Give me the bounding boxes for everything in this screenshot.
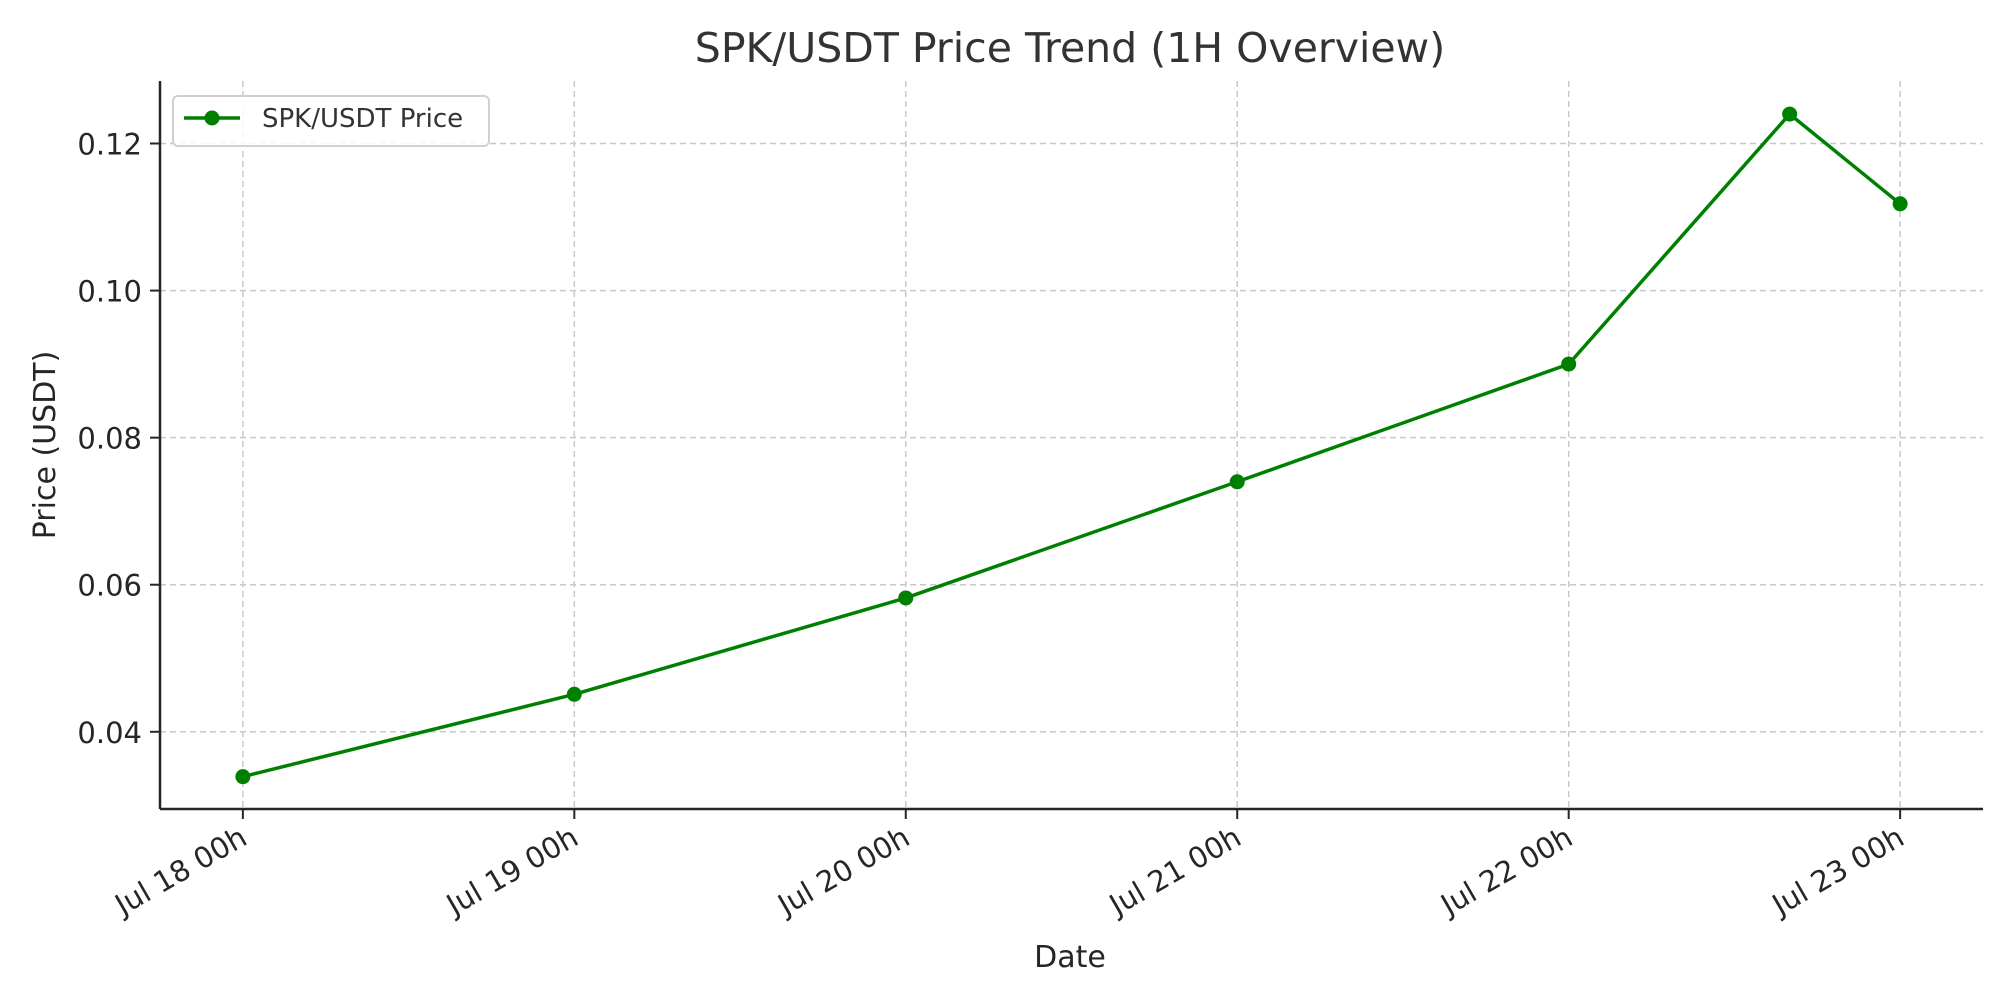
tick-labels: Jul 18 00h Jul 19 00h Jul 20 00h Jul 21 00h… [77,128,1909,923]
y-tick-label: 0.06 [77,569,142,603]
y-tick-label: 0.12 [77,128,142,162]
axes [150,81,1983,819]
x-tick-label: Jul 20 00h [770,820,915,923]
y-tick-label: 0.10 [77,275,142,309]
legend-label: SPK/USDT Price [262,104,463,134]
legend-box [172,95,490,147]
data-point [1229,474,1245,490]
data-point [1892,196,1908,212]
data-point [898,590,914,606]
data-point [1782,106,1798,122]
grid-lines [160,81,1983,809]
y-tick-label: 0.08 [77,422,142,456]
x-axis-label: Date [1034,940,1106,975]
series-line [242,112,1902,779]
x-tick-label: Jul 21 00h [1102,820,1247,923]
legend: SPK/USDT Price [172,95,490,147]
x-tick-label: Jul 23 00h [1765,820,1910,923]
data-point [566,686,582,702]
data-point [1561,356,1577,372]
chart-title: SPK/USDT Price Trend (1H Overview) [695,24,1445,72]
x-tick-label: Jul 18 00h [108,820,253,923]
legend-marker-swatch [204,110,220,126]
y-tick-label: 0.04 [77,716,142,750]
x-tick-label: Jul 19 00h [439,820,584,923]
series-layer [235,106,1908,785]
data-point [235,769,251,785]
x-tick-label: Jul 22 00h [1433,820,1578,923]
y-axis-label: Price (USDT) [28,351,63,540]
